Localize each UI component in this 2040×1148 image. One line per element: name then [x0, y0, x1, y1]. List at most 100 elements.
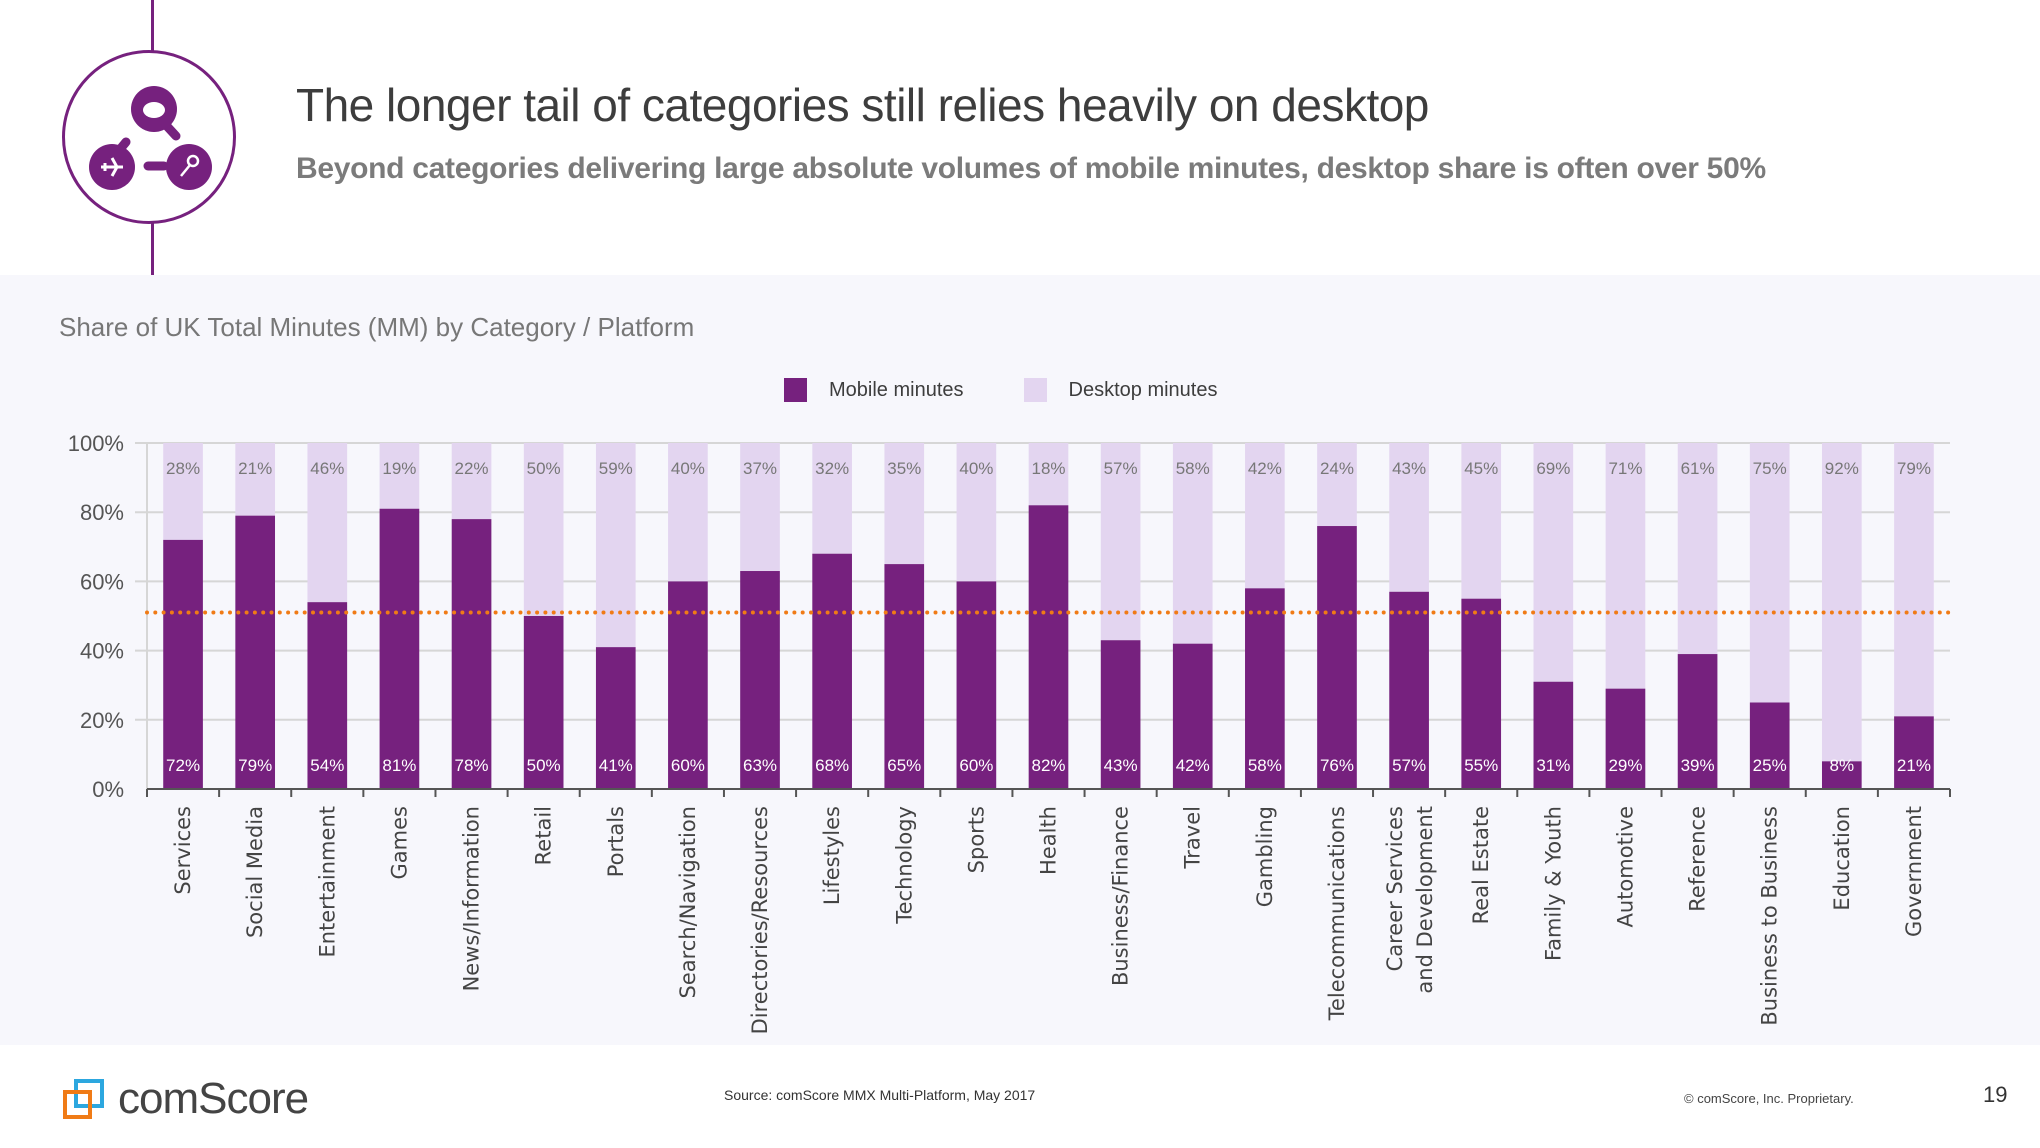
bar-desktop — [451, 443, 492, 520]
bar-desktop — [379, 443, 420, 509]
bar-desktop — [1461, 443, 1502, 599]
bar-desktop — [1749, 443, 1790, 703]
x-tick-label: Business to Business — [1758, 806, 1782, 1026]
data-label-desktop: 50% — [527, 459, 561, 478]
y-tick-label: 60% — [80, 569, 124, 594]
bar-mobile — [1894, 716, 1934, 789]
bar-mobile — [1533, 681, 1574, 789]
bar-desktop — [307, 443, 348, 603]
bar-desktop — [1605, 443, 1646, 689]
data-label-desktop: 57% — [1104, 459, 1138, 478]
bar-mobile — [1749, 702, 1790, 789]
data-label-desktop: 59% — [599, 459, 633, 478]
data-label-mobile: 78% — [455, 756, 489, 775]
bar-mobile — [379, 508, 420, 789]
bar-mobile — [595, 647, 636, 789]
bar-mobile — [1605, 688, 1646, 789]
x-tick-label: Reference — [1686, 806, 1710, 912]
data-label-desktop: 61% — [1681, 459, 1715, 478]
x-tick-label: Travel — [1181, 806, 1205, 869]
data-label-mobile: 31% — [1536, 756, 1570, 775]
x-tick-label: Search/Navigation — [676, 806, 700, 999]
data-label-mobile: 39% — [1681, 756, 1715, 775]
data-label-mobile: 41% — [599, 756, 633, 775]
legend-swatch-mobile — [784, 378, 807, 402]
bar-desktop — [740, 443, 780, 572]
data-label-mobile: 57% — [1392, 756, 1426, 775]
data-label-desktop: 75% — [1753, 459, 1787, 478]
page-subtitle: Beyond categories delivering large absol… — [296, 152, 1766, 185]
y-tick-label: 0% — [92, 777, 124, 802]
data-label-mobile: 50% — [527, 756, 561, 775]
bar-desktop — [668, 443, 708, 582]
bar-desktop — [1317, 443, 1357, 527]
x-tick-label: Health — [1037, 806, 1061, 875]
data-label-mobile: 68% — [815, 756, 849, 775]
data-label-desktop: 40% — [671, 459, 705, 478]
bar-mobile — [956, 581, 997, 789]
bar-mobile — [1172, 643, 1213, 789]
bar-mobile — [884, 564, 925, 789]
bar-desktop — [235, 443, 276, 516]
x-tick-label: Services — [171, 806, 195, 895]
bar-desktop — [1677, 443, 1718, 655]
data-label-desktop: 46% — [310, 459, 344, 478]
page-number: 19 — [1983, 1082, 2008, 1107]
bar-mobile — [1245, 588, 1285, 789]
data-label-desktop: 69% — [1536, 459, 1570, 478]
data-label-mobile: 76% — [1320, 756, 1354, 775]
x-tick-label: Sports — [964, 806, 988, 873]
bar-mobile — [1389, 591, 1429, 789]
data-label-desktop: 58% — [1176, 459, 1210, 478]
copyright: © comScore, Inc. Proprietary. — [1684, 1091, 1854, 1106]
bar-desktop — [1028, 443, 1069, 506]
bar-desktop — [956, 443, 997, 582]
data-label-desktop: 71% — [1608, 459, 1642, 478]
bar-desktop — [1821, 443, 1862, 762]
bar-mobile — [812, 553, 852, 789]
y-tick-label: 20% — [80, 708, 124, 733]
data-label-mobile: 60% — [671, 756, 705, 775]
data-label-desktop: 79% — [1897, 459, 1931, 478]
bar-mobile — [163, 539, 203, 789]
bar-desktop — [1533, 443, 1574, 682]
bar-mobile — [1677, 654, 1718, 789]
data-label-desktop: 37% — [743, 459, 777, 478]
bar-desktop — [1894, 443, 1934, 717]
x-tick-label: Automotive — [1613, 806, 1637, 927]
decorative-line-bottom — [151, 222, 154, 275]
data-label-desktop: 19% — [382, 459, 416, 478]
data-label-mobile: 54% — [310, 756, 344, 775]
decorative-line-top — [151, 0, 154, 52]
bar-desktop — [1389, 443, 1429, 592]
legend: Mobile minutes Desktop minutes — [784, 378, 1217, 402]
bar-mobile — [740, 571, 780, 789]
bar-desktop — [523, 443, 564, 616]
data-label-desktop: 42% — [1248, 459, 1282, 478]
bar-mobile — [451, 519, 492, 789]
data-label-desktop: 32% — [815, 459, 849, 478]
data-label-mobile: 21% — [1897, 756, 1931, 775]
source-note: Source: comScore MMX Multi-Platform, May… — [724, 1087, 1036, 1103]
x-tick-label: Games — [387, 806, 411, 879]
data-label-desktop: 92% — [1825, 459, 1859, 478]
x-tick-label: Entertainment — [315, 806, 339, 958]
data-label-mobile: 42% — [1176, 756, 1210, 775]
data-label-desktop: 18% — [1031, 459, 1065, 478]
bar-desktop — [1100, 443, 1141, 641]
bar-mobile — [235, 515, 276, 789]
data-label-mobile: 60% — [959, 756, 993, 775]
bar-desktop — [1172, 443, 1213, 644]
x-tick-label: Social Media — [243, 806, 267, 938]
bar-mobile — [1028, 505, 1069, 789]
logo-text: comScore — [118, 1074, 309, 1123]
data-label-mobile: 43% — [1104, 756, 1138, 775]
data-label-mobile: 65% — [887, 756, 921, 775]
y-tick-label: 40% — [80, 639, 124, 664]
data-label-mobile: 79% — [238, 756, 272, 775]
comscore-logo-icon — [63, 1079, 104, 1119]
data-label-mobile: 63% — [743, 756, 777, 775]
bar-mobile — [1317, 526, 1357, 789]
bar-mobile — [307, 602, 348, 789]
